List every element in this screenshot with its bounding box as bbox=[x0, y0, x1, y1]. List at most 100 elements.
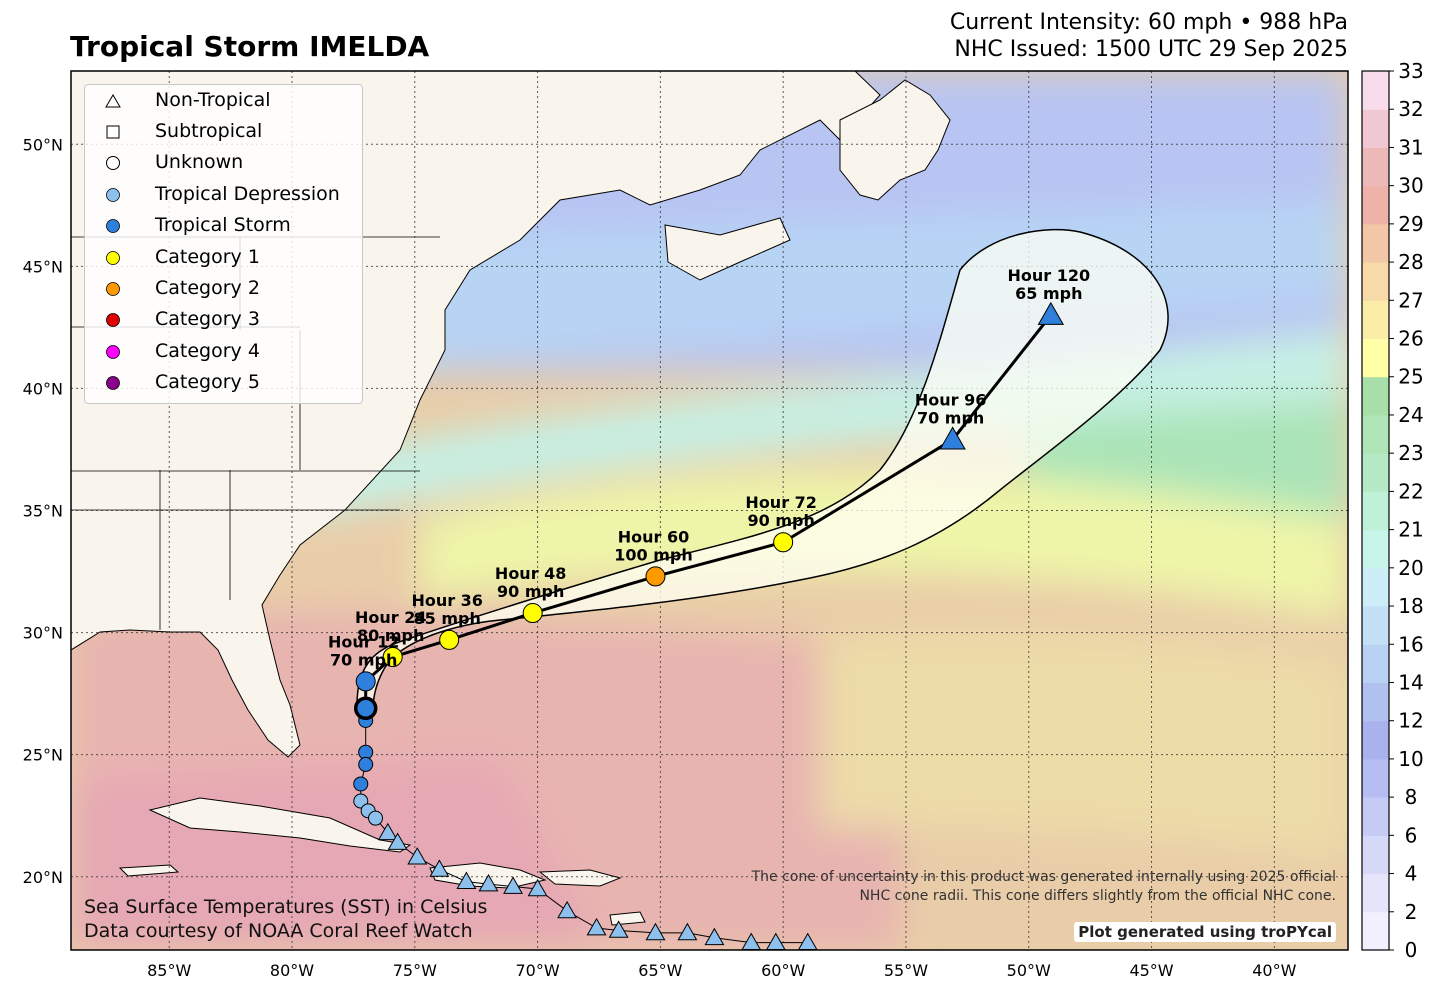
circle-icon bbox=[106, 345, 120, 359]
forecast-point bbox=[645, 566, 666, 587]
page-title: Tropical Storm IMELDA bbox=[70, 30, 430, 63]
circle-icon bbox=[106, 156, 120, 170]
forecast-point bbox=[522, 603, 543, 624]
past-track-point bbox=[387, 832, 408, 850]
cone-of-uncertainty bbox=[356, 228, 1169, 711]
past-track-point bbox=[586, 917, 607, 936]
colorbar: 0246810121416182021222324252627282930313… bbox=[1361, 59, 1424, 962]
past-track-point bbox=[677, 922, 698, 941]
colorbar-tick-label: 31 bbox=[1398, 135, 1423, 159]
cone-note-line1: The cone of uncertainty in this product … bbox=[751, 869, 1336, 885]
colorbar-tick-label: 25 bbox=[1398, 365, 1423, 389]
colorbar-band bbox=[1362, 644, 1389, 683]
current-position-marker bbox=[353, 696, 378, 721]
legend-item: Non-Tropical bbox=[85, 86, 362, 116]
lon-tick-label: 50°W bbox=[1007, 961, 1051, 980]
past-track-point bbox=[407, 847, 428, 865]
lat-tick-label: 35°N bbox=[23, 502, 63, 521]
past-track-point bbox=[353, 776, 369, 792]
sst-caption: Sea Surface Temperatures (SST) in Celsiu… bbox=[84, 896, 488, 918]
colorbar-band bbox=[1362, 414, 1389, 454]
colorbar-band bbox=[1362, 682, 1389, 722]
colorbar-band bbox=[1362, 376, 1389, 416]
lon-tick-label: 80°W bbox=[270, 961, 314, 980]
colorbar-band bbox=[1362, 262, 1389, 301]
colorbar-band bbox=[1362, 185, 1389, 225]
colorbar-tick-label: 2 bbox=[1405, 900, 1418, 924]
colorbar-band bbox=[1362, 758, 1389, 798]
lon-tick-label: 70°W bbox=[516, 961, 560, 980]
colorbar-tick-label: 4 bbox=[1405, 862, 1418, 886]
colorbar-tick-label: 32 bbox=[1398, 97, 1423, 121]
forecast-wind-label: 70 mph bbox=[330, 650, 397, 669]
lon-tick-label: 65°W bbox=[638, 961, 682, 980]
past-track-point bbox=[368, 810, 384, 826]
colorbar-tick-label: 18 bbox=[1398, 594, 1423, 618]
circle-icon bbox=[106, 251, 120, 265]
past-track-point bbox=[527, 878, 548, 897]
nhc-issued-time: NHC Issued: 1500 UTC 29 Sep 2025 bbox=[954, 37, 1348, 62]
forecast-hour-label: Hour 24 bbox=[355, 608, 427, 627]
past-track-point bbox=[608, 920, 629, 938]
legend-item: Subtropical bbox=[85, 117, 362, 147]
colorbar-band bbox=[1362, 873, 1389, 913]
forecast-hour-label: Hour 12 bbox=[328, 632, 400, 651]
forecast-point bbox=[773, 532, 794, 553]
forecast-hour-label: Hour 96 bbox=[915, 391, 987, 410]
colorbar-tick-label: 27 bbox=[1398, 288, 1423, 312]
forecast-wind-label: 90 mph bbox=[747, 511, 814, 530]
colorbar-frame bbox=[1361, 70, 1390, 951]
credit-badge: Plot generated using troPYcal bbox=[1074, 922, 1336, 942]
legend-item: Unknown bbox=[85, 148, 362, 178]
colorbar-tick-label: 8 bbox=[1405, 785, 1418, 809]
legend-item: Category 1 bbox=[85, 243, 362, 273]
colorbar-tick-label: 29 bbox=[1398, 212, 1423, 236]
lon-tick-label: 60°W bbox=[761, 961, 805, 980]
colorbar-tick-label: 16 bbox=[1398, 632, 1423, 656]
forecast-wind-label: 80 mph bbox=[357, 626, 424, 645]
colorbar-band bbox=[1362, 606, 1389, 645]
forecast-hour-label: Hour 120 bbox=[1008, 266, 1091, 285]
lon-tick-label: 45°W bbox=[1129, 961, 1173, 980]
forecast-point bbox=[1037, 301, 1065, 325]
triangle-icon bbox=[105, 94, 121, 108]
colorbar-tick-label: 21 bbox=[1398, 518, 1423, 542]
circle-icon bbox=[106, 376, 120, 390]
colorbar-band bbox=[1362, 109, 1389, 148]
legend-item: Category 4 bbox=[85, 337, 362, 367]
cone-note-line2: NHC cone radii. This cone differs slight… bbox=[859, 888, 1336, 904]
colorbar-tick-label: 23 bbox=[1398, 441, 1423, 465]
forecast-hour-label: Hour 60 bbox=[618, 527, 690, 546]
colorbar-band bbox=[1362, 529, 1389, 569]
current-intensity: Current Intensity: 60 mph • 988 hPa bbox=[949, 10, 1348, 35]
lat-tick-label: 45°N bbox=[23, 257, 63, 276]
colorbar-tick-label: 6 bbox=[1405, 823, 1418, 847]
colorbar-tick-label: 30 bbox=[1398, 174, 1423, 198]
colorbar-tick-label: 26 bbox=[1398, 327, 1423, 351]
past-track-point bbox=[478, 873, 499, 892]
data-source-caption: Data courtesy of NOAA Coral Reef Watch bbox=[84, 920, 473, 942]
colorbar-tick-label: 10 bbox=[1398, 747, 1423, 771]
colorbar-band bbox=[1362, 491, 1389, 531]
circle-icon bbox=[106, 188, 120, 202]
colorbar-band bbox=[1362, 338, 1389, 378]
axes: 85°W 80°W 75°W 70°W 65°W 60°W 55°W 50°W 45°W 40°W… bbox=[23, 135, 1297, 980]
legend-item: Tropical Depression bbox=[85, 180, 362, 210]
past-track-point bbox=[704, 927, 725, 946]
colorbar-tick-label: 28 bbox=[1398, 250, 1423, 274]
colorbar-tick-label: 24 bbox=[1398, 403, 1423, 427]
lat-tick-label: 50°N bbox=[23, 135, 63, 154]
colorbar-tick-label: 12 bbox=[1398, 709, 1423, 733]
past-track-point bbox=[429, 859, 450, 877]
colorbar-tick-label: 22 bbox=[1398, 479, 1423, 503]
lon-tick-label: 55°W bbox=[884, 961, 928, 980]
lon-tick-label: 85°W bbox=[147, 961, 191, 980]
lat-tick-label: 25°N bbox=[23, 746, 63, 765]
circle-icon bbox=[106, 219, 120, 233]
colorbar-band bbox=[1362, 567, 1389, 607]
colorbar-tick-label: 33 bbox=[1398, 59, 1423, 83]
forecast-wind-label: 85 mph bbox=[414, 609, 481, 628]
track-markers bbox=[353, 301, 1065, 950]
colorbar-band bbox=[1362, 911, 1389, 951]
colorbar-band bbox=[1362, 453, 1389, 492]
